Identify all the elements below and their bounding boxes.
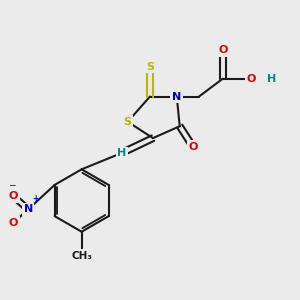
Text: H: H bbox=[267, 74, 277, 84]
Text: H: H bbox=[117, 148, 126, 158]
Text: S: S bbox=[124, 117, 132, 127]
Text: S: S bbox=[146, 62, 154, 72]
Text: N: N bbox=[23, 204, 33, 214]
Text: O: O bbox=[188, 142, 198, 152]
Text: CH₃: CH₃ bbox=[71, 250, 92, 260]
Text: −: − bbox=[8, 181, 16, 190]
Text: O: O bbox=[218, 45, 227, 56]
Text: +: + bbox=[32, 194, 38, 203]
Text: O: O bbox=[246, 74, 256, 84]
Text: N: N bbox=[172, 92, 182, 101]
Text: O: O bbox=[9, 191, 18, 201]
Text: O: O bbox=[9, 218, 18, 228]
